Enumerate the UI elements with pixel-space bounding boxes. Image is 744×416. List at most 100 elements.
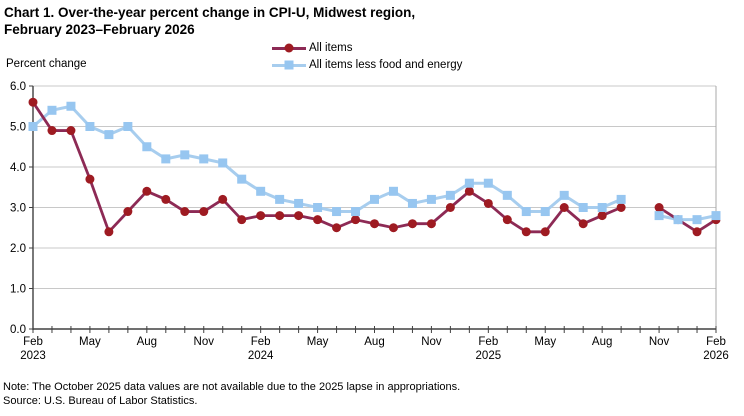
data-point-core (237, 174, 247, 184)
x-tick-label: May (534, 336, 556, 348)
data-point-all-items (85, 174, 95, 184)
data-point-core (426, 194, 436, 204)
x-tick-year-label: 2025 (476, 350, 502, 362)
data-point-core (47, 105, 57, 115)
x-tick-label: Aug (364, 336, 384, 348)
data-point-all-items (654, 203, 664, 212)
data-point-all-items (692, 227, 702, 237)
data-point-all-items (332, 223, 342, 233)
legend-item-all-items: All items (272, 40, 462, 56)
legend-label-all-items: All items (309, 42, 353, 54)
data-point-all-items (578, 219, 588, 229)
series-line-all-items (658, 206, 717, 234)
data-point-all-items (426, 219, 436, 229)
data-point-core (332, 207, 342, 217)
legend-label-core: All items less food and energy (309, 59, 463, 71)
data-point-all-items (142, 186, 152, 196)
data-point-core (142, 142, 152, 152)
x-tick-label: Nov (649, 336, 670, 348)
data-point-all-items (275, 211, 285, 221)
data-point-all-items (521, 227, 531, 237)
data-point-all-items (218, 194, 228, 204)
x-tick-label: Aug (592, 336, 612, 348)
y-tick-label: 3.0 (10, 203, 26, 215)
data-point-all-items (104, 227, 114, 237)
legend: All items All items less food and energy (272, 40, 462, 74)
data-point-core (275, 194, 285, 204)
x-tick-label: May (79, 336, 101, 348)
x-tick-label: Nov (421, 336, 442, 348)
plot-area: 0.0 1.0 2.0 3.0 4.0 5.0 6.0 Feb 2023 May Aug Nov Feb… (10, 81, 729, 362)
data-point-all-items (502, 215, 512, 225)
data-point-all-items (28, 97, 38, 107)
y-tick-label: 4.0 (10, 162, 26, 174)
data-point-core (180, 150, 190, 160)
core-line-swatch (272, 60, 306, 70)
data-point-all-items (445, 203, 455, 212)
data-point-core (313, 203, 323, 212)
data-point-core (28, 122, 38, 131)
x-tick-label: Feb (478, 336, 498, 348)
data-point-core (597, 203, 607, 212)
x-tick-year-label: 2026 (703, 350, 729, 362)
data-point-all-items (47, 126, 57, 136)
legend-item-core: All items less food and energy (272, 57, 462, 73)
data-point-all-items (597, 211, 607, 221)
data-point-core (407, 198, 417, 208)
x-tick-year-label: 2023 (20, 350, 46, 362)
data-point-core (370, 194, 379, 204)
chart-title: Chart 1. Over-the-year percent change in… (4, 4, 415, 38)
data-point-core (104, 130, 114, 140)
data-point-core (654, 211, 664, 221)
data-point-core (673, 215, 683, 225)
data-point-all-items (616, 203, 626, 212)
data-point-core (578, 203, 588, 212)
data-point-all-items (66, 126, 76, 136)
x-tick-label: Feb (251, 336, 271, 348)
y-tick-label: 2.0 (10, 243, 26, 255)
data-point-all-items (161, 194, 171, 204)
data-point-all-items (180, 207, 190, 217)
data-point-all-items (351, 215, 361, 225)
data-point-core (692, 215, 702, 225)
data-point-all-items (559, 203, 569, 212)
y-tick-label: 1.0 (10, 284, 26, 296)
series-line-core (658, 214, 717, 222)
note-text: Note: The October 2025 data values are n… (3, 381, 461, 393)
data-point-all-items (256, 211, 266, 221)
data-point-core (483, 178, 493, 188)
data-point-core (502, 190, 512, 200)
x-tick-label: Feb (706, 336, 726, 348)
data-point-core (123, 122, 133, 131)
data-point-core (388, 186, 398, 196)
source-text: Source: U.S. Bureau of Labor Statistics. (3, 395, 198, 407)
circle-marker-icon (284, 43, 294, 53)
x-tick-year-label: 2024 (248, 350, 274, 362)
data-point-all-items (388, 223, 398, 233)
data-point-core (218, 158, 228, 168)
x-tick-label: Aug (137, 336, 157, 348)
data-point-core (559, 190, 569, 200)
all-items-line-swatch (272, 43, 306, 53)
x-tick-label: Feb (23, 336, 43, 348)
data-point-core (445, 190, 455, 200)
data-point-core (294, 198, 304, 208)
data-point-core (66, 101, 76, 111)
data-point-all-items (540, 227, 550, 237)
y-tick-label: 5.0 (10, 122, 26, 134)
chart-title-line2: February 2023–February 2026 (4, 22, 195, 37)
data-point-core (256, 186, 266, 196)
chart-title-line1: Chart 1. Over-the-year percent change in… (4, 5, 416, 20)
x-tick-label: Nov (194, 336, 215, 348)
y-axis-title: Percent change (6, 58, 87, 70)
data-point-core (161, 154, 171, 164)
square-marker-icon (284, 60, 294, 70)
data-point-all-items (237, 215, 247, 225)
data-point-all-items (199, 207, 209, 217)
data-point-all-items (370, 219, 379, 229)
data-point-core (616, 194, 626, 204)
data-point-all-items (464, 186, 474, 196)
data-point-core (540, 207, 550, 217)
data-point-all-items (483, 198, 493, 208)
